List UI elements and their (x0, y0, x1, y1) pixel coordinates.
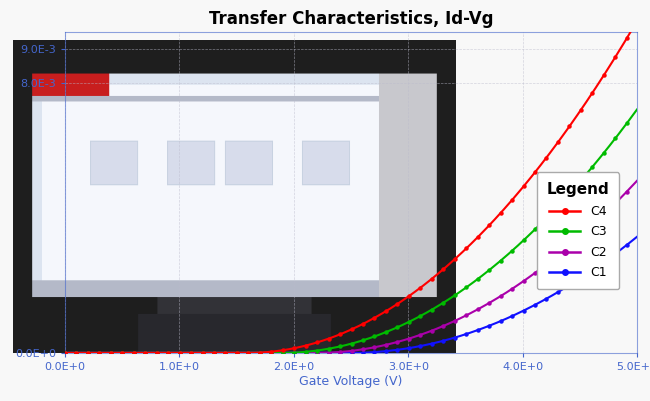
X-axis label: Gate Voltage (V): Gate Voltage (V) (299, 375, 403, 388)
Legend: C4, C3, C2, C1: C4, C3, C2, C1 (536, 172, 619, 290)
Title: Transfer Characteristics, Id-Vg: Transfer Characteristics, Id-Vg (209, 10, 493, 28)
